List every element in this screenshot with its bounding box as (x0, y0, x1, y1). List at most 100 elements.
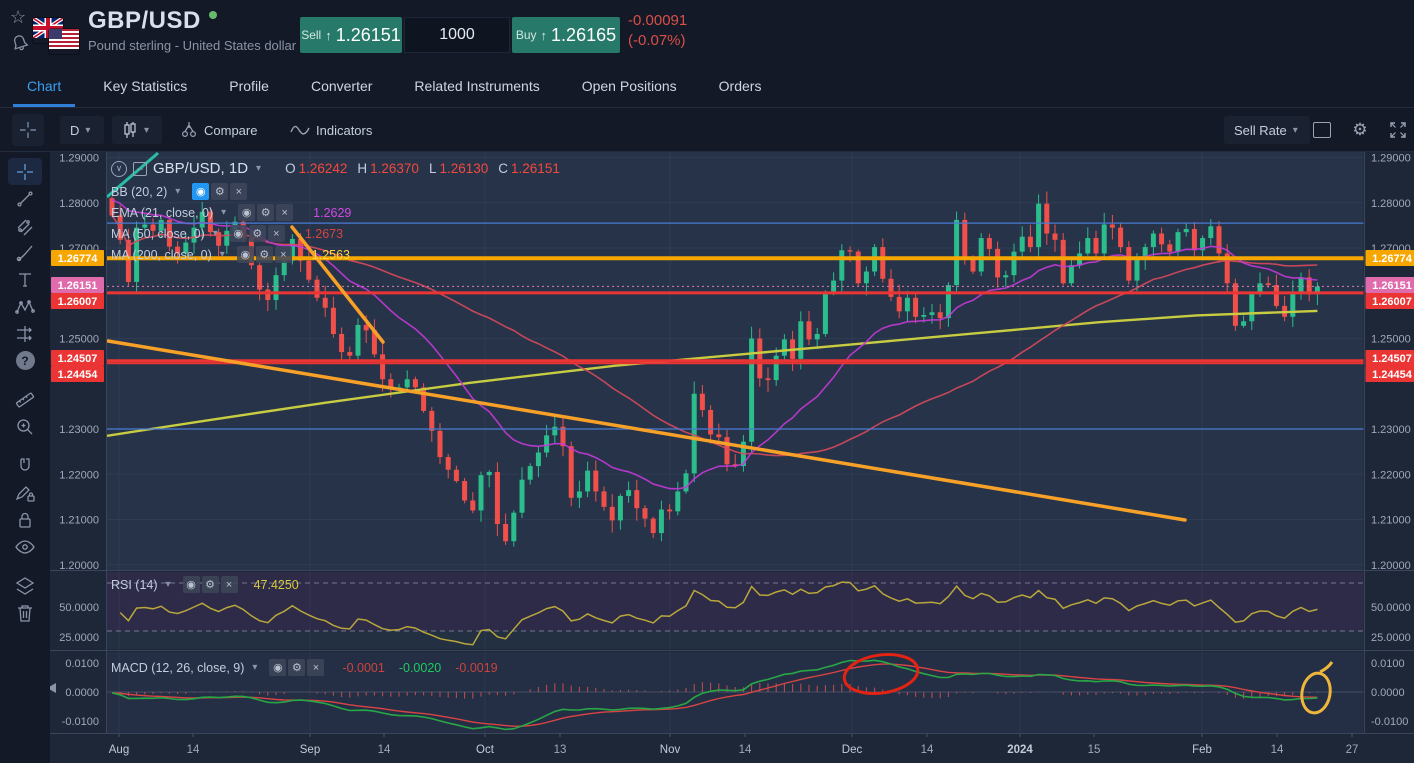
tab-orders[interactable]: Orders (718, 78, 762, 94)
tool-drawing-mode[interactable] (8, 479, 42, 506)
ma50-settings-button[interactable]: ⚙ (248, 225, 266, 242)
macd-label[interactable]: MACD (12, 26, close, 9) (111, 660, 245, 675)
tool-text[interactable] (8, 266, 42, 293)
buy-price: 1.26165 (551, 24, 617, 45)
svg-text:Aug: Aug (109, 744, 129, 756)
ema-visibility-button[interactable]: ◉ (238, 204, 256, 221)
snapshot-button[interactable] (1306, 114, 1338, 146)
compare-button[interactable]: Compare (180, 116, 257, 144)
crosshair-icon (20, 122, 36, 138)
svg-text:1.26151: 1.26151 (58, 280, 98, 292)
legend-symbol[interactable]: GBP/USD, 1D (153, 160, 249, 177)
svg-text:1.21000: 1.21000 (59, 515, 99, 527)
buy-arrow-up-icon: ↑ (540, 27, 548, 43)
tool-remove-objects[interactable] (8, 572, 42, 599)
price-change: -0.00091 (628, 12, 688, 29)
macd-remove-button[interactable]: × (307, 659, 325, 676)
chevron-down-icon[interactable]: ▾ (175, 186, 181, 197)
tool-hide-all[interactable] (8, 533, 42, 560)
bb-visibility-button[interactable]: ◉ (192, 183, 210, 200)
svg-text:1.20000: 1.20000 (59, 560, 99, 572)
minimize-legend-icon[interactable]: – (133, 161, 147, 176)
drawing-tools-sidebar: ? (0, 152, 50, 763)
sell-arrow-up-icon: ↑ (325, 27, 332, 43)
chevron-down-icon[interactable]: ▾ (219, 249, 225, 260)
tool-measure[interactable] (8, 386, 42, 413)
tab-converter[interactable]: Converter (310, 78, 373, 94)
favorite-star-icon[interactable]: ☆ (10, 7, 27, 27)
rate-mode-dropdown[interactable]: Sell Rate ▾ (1224, 116, 1310, 144)
rsi-visibility-button[interactable]: ◉ (182, 576, 200, 593)
indicators-button[interactable]: Indicators (290, 116, 372, 144)
tool-delete[interactable] (8, 599, 42, 626)
chevron-down-icon[interactable]: ▾ (212, 228, 218, 239)
ma200-remove-button[interactable]: × (274, 246, 292, 263)
tool-multi-line[interactable] (8, 212, 42, 239)
lock-icon (19, 512, 31, 528)
chart-type-dropdown[interactable]: ▾ (112, 116, 162, 144)
chevron-down-icon[interactable]: ▾ (221, 207, 227, 218)
alert-bell-icon[interactable] (10, 32, 30, 54)
tool-zoom-in[interactable] (8, 413, 42, 440)
tab-open-positions[interactable]: Open Positions (581, 78, 677, 94)
rsi-settings-button[interactable]: ⚙ (201, 576, 219, 593)
tab-chart[interactable]: Chart (13, 65, 76, 107)
svg-text:Sep: Sep (300, 744, 320, 756)
rsi-remove-button[interactable]: × (220, 576, 238, 593)
chevron-down-icon[interactable]: ▾ (256, 163, 262, 174)
ma200-settings-button[interactable]: ⚙ (255, 246, 273, 263)
buy-button[interactable]: Buy ↑ 1.26165 (512, 17, 620, 53)
macd-visibility-button[interactable]: ◉ (269, 659, 287, 676)
candlestick-icon (124, 122, 136, 138)
svg-text:1.24507: 1.24507 (1372, 353, 1412, 365)
gbp-flag-icon (33, 18, 63, 43)
bb-remove-button[interactable]: × (230, 183, 248, 200)
ema-value: 1.2629 (313, 205, 352, 220)
chevron-down-icon: ▾ (85, 124, 91, 136)
instrument-tabs: Chart Key Statistics Profile Converter Relat… (0, 65, 1414, 108)
fullscreen-button[interactable] (1382, 114, 1414, 146)
tool-brush[interactable] (8, 239, 42, 266)
ema-remove-button[interactable]: × (276, 204, 294, 221)
open-value: 1.26242 (298, 161, 348, 176)
tool-magnet[interactable] (8, 452, 42, 479)
tool-help[interactable]: ? (8, 347, 42, 374)
macd-line-value: -0.0020 (398, 660, 442, 675)
ema-label[interactable]: EMA (21, close, 0) (111, 205, 214, 220)
quantity-input[interactable] (404, 17, 510, 53)
ma200-label[interactable]: MA (200, close, 0) (111, 247, 212, 262)
ma200-visibility-button[interactable]: ◉ (236, 246, 254, 263)
tool-trend-line[interactable] (8, 185, 42, 212)
macd-legend: MACD (12, 26, close, 9) ▾ ◉ ⚙ × -0.0001 … (111, 659, 498, 676)
svg-text:1.26774: 1.26774 (1372, 253, 1413, 265)
chevron-down-icon[interactable]: ▾ (252, 662, 258, 673)
crosshair-mode-button[interactable] (12, 114, 44, 146)
macd-settings-button[interactable]: ⚙ (288, 659, 306, 676)
chevron-down-icon: ▾ (144, 124, 150, 136)
ma50-visibility-button[interactable]: ◉ (229, 225, 247, 242)
chevron-down-icon[interactable]: ▾ (165, 579, 171, 590)
svg-text:Nov: Nov (660, 744, 681, 756)
pencil-lock-icon (15, 485, 35, 502)
tab-related-instruments[interactable]: Related Instruments (414, 78, 540, 94)
sell-button[interactable]: Sell ↑ 1.26151 (300, 17, 402, 53)
tool-lock-all[interactable] (8, 506, 42, 533)
svg-text:25.0000: 25.0000 (1371, 632, 1411, 644)
rsi-label[interactable]: RSI (14) (111, 577, 158, 592)
bb-settings-button[interactable]: ⚙ (211, 183, 229, 200)
tool-xabcd-pattern[interactable] (8, 293, 42, 320)
ma50-label[interactable]: MA (50, close, 0) (111, 226, 205, 241)
tab-profile[interactable]: Profile (229, 78, 269, 94)
ma50-remove-button[interactable]: × (267, 225, 285, 242)
tab-key-statistics[interactable]: Key Statistics (103, 78, 188, 94)
ma50-value: 1.2673 (304, 226, 344, 241)
tool-forecast[interactable] (8, 320, 42, 347)
ema-settings-button[interactable]: ⚙ (257, 204, 275, 221)
interval-dropdown[interactable]: D ▾ (60, 116, 104, 144)
tool-crosshair[interactable] (8, 158, 42, 185)
chart-settings-button[interactable]: ⚙ (1344, 114, 1376, 146)
bb-label[interactable]: BB (20, 2) (111, 184, 168, 199)
collapse-legend-icon[interactable]: ∨ (111, 160, 127, 177)
